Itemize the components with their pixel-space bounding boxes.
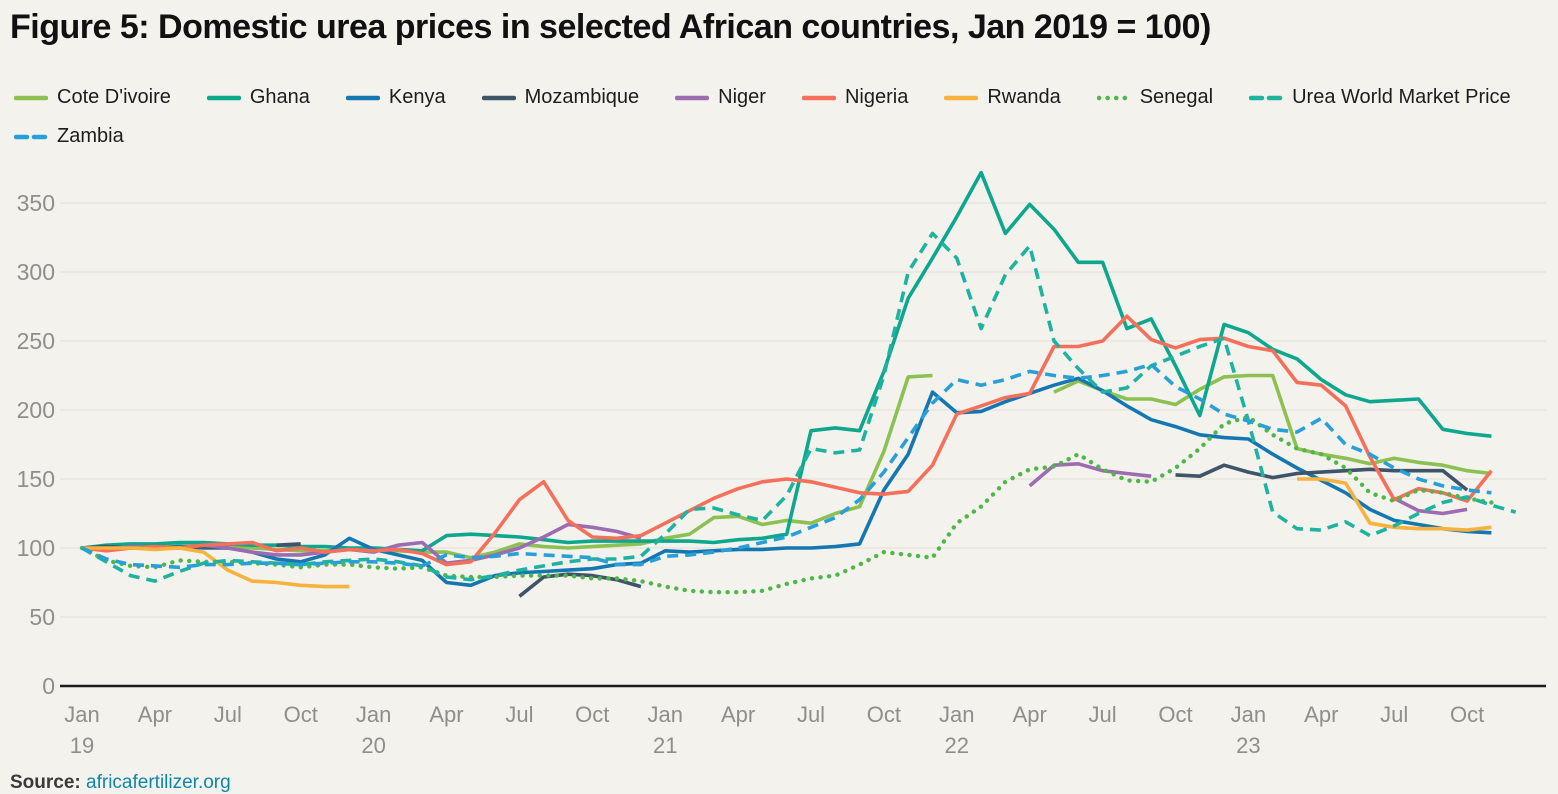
- y-tick-label-100: 100: [17, 535, 55, 561]
- legend-label: Rwanda: [987, 86, 1061, 108]
- y-tick-label-50: 50: [29, 604, 55, 630]
- legend-item-nigeria: Nigeria: [801, 86, 909, 109]
- y-tick-label-200: 200: [17, 397, 55, 423]
- legend-item-niger: Niger: [675, 86, 766, 109]
- legend-label: Niger: [718, 86, 766, 108]
- x-tick-year-22: 22: [945, 733, 969, 758]
- x-tick-label-Oct: Oct: [575, 702, 609, 727]
- x-tick-label-Apr: Apr: [429, 702, 463, 727]
- x-tick-label-Jul: Jul: [1089, 702, 1117, 727]
- series-line-senegal: [79, 414, 1494, 595]
- legend-label: Urea World Market Price: [1292, 86, 1511, 108]
- x-tick-year-21: 21: [653, 733, 677, 758]
- y-tick-label-350: 350: [17, 190, 55, 216]
- x-tick-label-Jan19: Jan: [64, 702, 99, 727]
- x-tick-label-Oct: Oct: [1450, 702, 1484, 727]
- x-tick-label-Apr: Apr: [721, 702, 755, 727]
- source-line: Source: africafertilizer.org: [10, 772, 231, 794]
- legend-label: Kenya: [388, 86, 446, 108]
- legend-swatch-icon: [801, 95, 836, 100]
- legend-item-kenya: Kenya: [345, 86, 446, 109]
- series-line-mozambique: [81, 463, 1469, 598]
- legend-swatch-icon: [206, 95, 241, 100]
- series-line-ghana: [81, 170, 1492, 553]
- x-tick-label-Jan23: Jan: [1231, 702, 1266, 727]
- series-line-urea-world-market-price: [81, 231, 1517, 583]
- x-tick-label-Jan20: Jan: [356, 702, 391, 727]
- legend-swatch-icon: [345, 95, 380, 100]
- y-tick-label-150: 150: [17, 466, 55, 492]
- source-link[interactable]: africafertilizer.org: [86, 772, 231, 793]
- y-tick-label-250: 250: [17, 328, 55, 354]
- legend-swatch-icon: [481, 95, 516, 100]
- legend-label: Mozambique: [524, 86, 640, 108]
- legend-label: Ghana: [249, 86, 310, 108]
- legend-label: Zambia: [57, 125, 124, 147]
- x-tick-year-19: 19: [70, 733, 94, 758]
- legend-swatch-icon: [14, 95, 48, 100]
- x-tick-label-Jul: Jul: [797, 702, 825, 727]
- x-tick-label-Apr: Apr: [138, 702, 172, 727]
- legend-swatch-icon: [1249, 95, 1284, 100]
- x-tick-label-Jan21: Jan: [647, 702, 682, 727]
- x-tick-label-Jan22: Jan: [939, 702, 974, 727]
- legend-item-rwanda: Rwanda: [944, 86, 1061, 109]
- x-tick-label-Jul: Jul: [1380, 702, 1408, 727]
- legend-item-mozambique: Mozambique: [481, 86, 640, 109]
- series-line-nigeria: [81, 314, 1493, 567]
- legend-label: Senegal: [1139, 86, 1214, 108]
- legend-item-cote-d-ivoire: Cote D'ivoire: [14, 86, 171, 109]
- legend-swatch-icon: [1096, 95, 1131, 100]
- series-line-zambia: [81, 362, 1492, 570]
- source-label: Source:: [10, 772, 81, 793]
- legend-item-ghana: Ghana: [206, 86, 310, 109]
- x-tick-label-Apr: Apr: [1013, 702, 1047, 727]
- legend-item-urea-world-market-price: Urea World Market Price: [1249, 86, 1511, 109]
- x-tick-year-20: 20: [361, 733, 385, 758]
- x-tick-label-Oct: Oct: [1158, 702, 1192, 727]
- legend-item-zambia: Zambia: [14, 125, 124, 148]
- x-tick-label-Oct: Oct: [867, 702, 901, 727]
- x-tick-label-Jul: Jul: [214, 702, 242, 727]
- legend-item-senegal: Senegal: [1096, 86, 1214, 109]
- legend-swatch-icon: [944, 95, 979, 100]
- legend-swatch-icon: [675, 95, 710, 100]
- x-tick-year-23: 23: [1236, 733, 1260, 758]
- chart-legend: Cote D'ivoire Ghana Kenya Mozambique Niger Ni…: [14, 86, 1544, 148]
- y-tick-label-0: 0: [42, 673, 55, 699]
- series-line-kenya: [81, 376, 1492, 588]
- y-tick-label-300: 300: [17, 259, 55, 285]
- x-tick-label-Apr: Apr: [1304, 702, 1338, 727]
- legend-swatch-icon: [14, 134, 48, 139]
- figure-title: Figure 5: Domestic urea prices in select…: [10, 8, 1211, 46]
- legend-label: Cote D'ivoire: [57, 86, 171, 108]
- x-tick-label-Oct: Oct: [284, 702, 318, 727]
- legend-label: Nigeria: [844, 86, 909, 108]
- x-tick-label-Jul: Jul: [505, 702, 533, 727]
